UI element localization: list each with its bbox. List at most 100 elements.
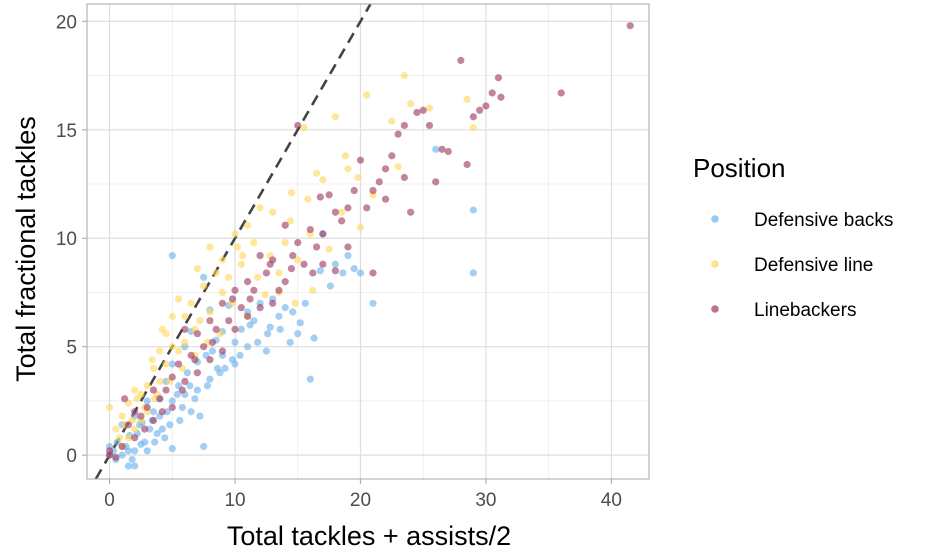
grid xyxy=(87,4,649,479)
data-point xyxy=(375,178,383,186)
data-point xyxy=(369,269,377,277)
legend-label: Defensive line xyxy=(754,255,873,276)
data-point xyxy=(141,425,149,433)
data-point xyxy=(193,265,201,273)
data-point xyxy=(200,282,208,290)
y-tick-label: 5 xyxy=(66,338,77,359)
data-point xyxy=(131,462,139,470)
data-point xyxy=(388,152,396,160)
data-point xyxy=(294,121,302,130)
data-point xyxy=(457,56,465,64)
x-tick-label: 0 xyxy=(104,490,115,511)
data-point xyxy=(231,325,239,333)
data-point xyxy=(276,325,284,333)
data-point xyxy=(176,416,184,425)
data-point xyxy=(281,238,289,247)
data-point xyxy=(356,269,365,277)
data-point xyxy=(289,251,297,260)
data-point xyxy=(196,317,204,325)
data-point xyxy=(218,256,227,264)
data-point xyxy=(174,360,183,368)
data-point xyxy=(237,260,245,268)
data-point xyxy=(236,351,244,359)
data-point xyxy=(196,412,204,420)
legend-label: Linebackers xyxy=(754,300,856,321)
data-point xyxy=(432,145,440,153)
data-point xyxy=(246,295,254,303)
data-point xyxy=(356,223,365,232)
data-point xyxy=(233,243,242,251)
data-point xyxy=(250,286,258,294)
data-point xyxy=(118,451,126,459)
data-point xyxy=(121,395,129,403)
data-point xyxy=(287,189,296,197)
data-point xyxy=(444,147,452,156)
data-point xyxy=(331,267,339,275)
data-point xyxy=(331,260,339,268)
data-point xyxy=(225,317,233,325)
data-point xyxy=(301,299,309,307)
data-point xyxy=(168,373,176,381)
data-point xyxy=(105,451,114,459)
data-point xyxy=(166,421,174,429)
data-point xyxy=(266,260,274,268)
data-point xyxy=(208,347,217,355)
data-point xyxy=(156,395,164,403)
data-point xyxy=(275,269,283,277)
legend-entries: Defensive backs Defensive line Linebackers xyxy=(711,210,893,321)
data-point xyxy=(191,395,199,403)
data-point xyxy=(131,386,139,394)
data-point xyxy=(156,377,164,385)
data-point xyxy=(225,273,233,281)
data-point xyxy=(128,455,136,464)
legend-title: Position xyxy=(693,153,786,183)
data-point xyxy=(183,369,191,377)
data-point xyxy=(344,165,352,173)
data-point xyxy=(287,265,296,273)
points xyxy=(105,22,634,470)
data-point xyxy=(354,173,362,182)
data-point xyxy=(369,299,377,307)
data-point xyxy=(262,347,270,355)
data-point xyxy=(191,356,199,364)
data-point xyxy=(294,330,302,338)
data-point xyxy=(463,95,471,104)
data-point xyxy=(407,100,415,108)
data-point xyxy=(149,386,158,394)
data-point xyxy=(200,273,208,281)
data-point xyxy=(557,89,565,97)
data-point xyxy=(118,442,126,451)
data-point xyxy=(281,278,289,286)
data-point xyxy=(143,403,151,412)
data-point xyxy=(394,163,402,171)
data-point xyxy=(168,343,176,351)
data-point xyxy=(216,369,224,377)
series-linebackers xyxy=(105,22,634,461)
x-axis-label: Total tackles + assists/2 xyxy=(227,521,511,550)
data-point xyxy=(275,286,283,294)
data-point xyxy=(116,434,124,442)
data-point xyxy=(161,434,169,442)
legend-key xyxy=(711,260,719,268)
data-point xyxy=(181,377,189,385)
data-point xyxy=(141,438,149,446)
data-point xyxy=(369,186,377,195)
data-point xyxy=(168,445,176,453)
data-point xyxy=(469,113,477,121)
legend-key xyxy=(711,215,719,223)
data-point xyxy=(131,434,139,442)
data-point xyxy=(339,269,347,277)
data-point xyxy=(186,382,194,390)
data-point xyxy=(231,230,239,238)
data-point xyxy=(212,269,220,277)
data-point xyxy=(394,130,402,138)
data-point xyxy=(325,191,333,199)
data-point xyxy=(312,243,321,251)
data-point xyxy=(250,238,258,247)
data-point xyxy=(231,338,239,346)
data-point xyxy=(325,245,333,253)
data-point xyxy=(281,304,289,312)
data-point xyxy=(200,343,208,351)
data-point xyxy=(400,173,408,182)
